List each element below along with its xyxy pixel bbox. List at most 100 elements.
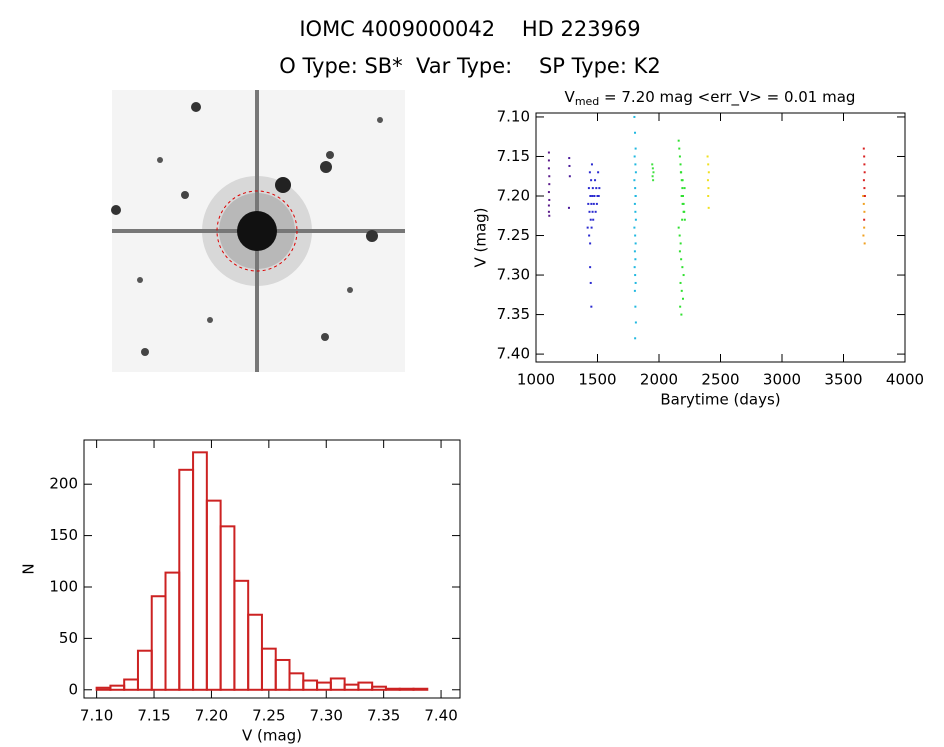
point xyxy=(548,183,551,186)
point xyxy=(707,195,710,197)
bar xyxy=(123,678,139,691)
title-main: V xyxy=(565,88,576,106)
point xyxy=(596,195,599,197)
x-tick-label: 7.15 xyxy=(137,707,170,725)
point xyxy=(683,218,686,221)
bar xyxy=(109,684,126,691)
point xyxy=(592,218,595,221)
star xyxy=(141,348,149,356)
point xyxy=(680,258,683,261)
bar xyxy=(260,647,277,691)
point xyxy=(679,242,682,245)
bar xyxy=(343,683,360,691)
point xyxy=(588,171,591,174)
point xyxy=(587,187,590,190)
page-subtitle: O Type: SB* Var Type: SP Type: K2 xyxy=(279,54,661,78)
point xyxy=(547,167,550,170)
star xyxy=(347,287,353,293)
aperture xyxy=(216,190,298,272)
point xyxy=(681,218,684,221)
point xyxy=(634,274,637,277)
point xyxy=(589,218,592,221)
point xyxy=(547,159,550,162)
y-tick-label: 200 xyxy=(49,475,78,493)
point xyxy=(706,179,709,182)
point xyxy=(568,157,571,160)
point xyxy=(681,179,684,182)
x-tick-label: 1000 xyxy=(517,371,555,389)
title-rest: = 7.20 mag <err_V> = 0.01 mag xyxy=(599,88,855,107)
star xyxy=(181,191,189,199)
point xyxy=(590,163,593,166)
page-title: IOMC 4009000042 HD 223969 xyxy=(299,17,640,41)
point xyxy=(634,187,637,190)
point xyxy=(634,321,637,324)
x-tick-label: 7.25 xyxy=(252,707,285,725)
star xyxy=(191,102,201,112)
point xyxy=(634,195,637,197)
point xyxy=(680,195,683,197)
point xyxy=(594,179,597,182)
point xyxy=(548,214,551,217)
point xyxy=(863,218,866,221)
point xyxy=(586,226,589,229)
point xyxy=(590,305,593,308)
point xyxy=(863,187,866,190)
point xyxy=(680,289,683,292)
point xyxy=(634,210,637,213)
bar xyxy=(136,649,153,691)
bar xyxy=(384,687,401,691)
point xyxy=(677,226,680,229)
point xyxy=(681,266,684,269)
y-tick-label: 7.35 xyxy=(497,305,530,323)
point xyxy=(633,202,636,205)
point xyxy=(633,115,636,118)
point xyxy=(589,242,592,245)
bar xyxy=(95,686,112,691)
point xyxy=(634,163,637,166)
point xyxy=(590,202,593,205)
point xyxy=(547,204,550,207)
bar xyxy=(316,681,332,691)
point xyxy=(634,147,637,150)
point xyxy=(862,202,865,205)
point xyxy=(590,226,593,229)
point xyxy=(679,171,682,174)
point xyxy=(862,179,865,182)
bar xyxy=(288,672,305,691)
point xyxy=(707,206,710,209)
point xyxy=(652,171,655,174)
y-axis-label: V (mag) xyxy=(472,207,490,267)
point xyxy=(593,195,596,197)
point xyxy=(634,337,637,340)
point xyxy=(862,147,865,150)
point xyxy=(679,163,682,166)
point xyxy=(591,210,594,213)
point xyxy=(677,139,680,142)
point xyxy=(681,187,684,190)
star xyxy=(377,117,383,123)
point xyxy=(863,210,866,213)
bar xyxy=(205,499,222,691)
y-tick-label: 7.30 xyxy=(497,266,530,284)
point xyxy=(548,175,551,178)
point xyxy=(595,187,598,190)
point xyxy=(594,210,597,213)
point xyxy=(568,175,571,178)
plot-frame xyxy=(535,112,906,363)
star xyxy=(237,211,277,251)
point xyxy=(591,195,594,197)
point xyxy=(652,179,655,182)
x-tick-label: 7.30 xyxy=(310,707,343,725)
y-tick-label: 50 xyxy=(59,629,78,647)
title-subscript: med xyxy=(575,95,599,108)
bar xyxy=(164,571,181,691)
x-tick-label: 7.40 xyxy=(424,707,457,725)
point xyxy=(862,234,865,237)
point xyxy=(862,195,865,197)
plot-frame xyxy=(83,439,461,699)
point xyxy=(547,210,550,213)
point xyxy=(634,131,637,134)
point xyxy=(633,250,636,253)
